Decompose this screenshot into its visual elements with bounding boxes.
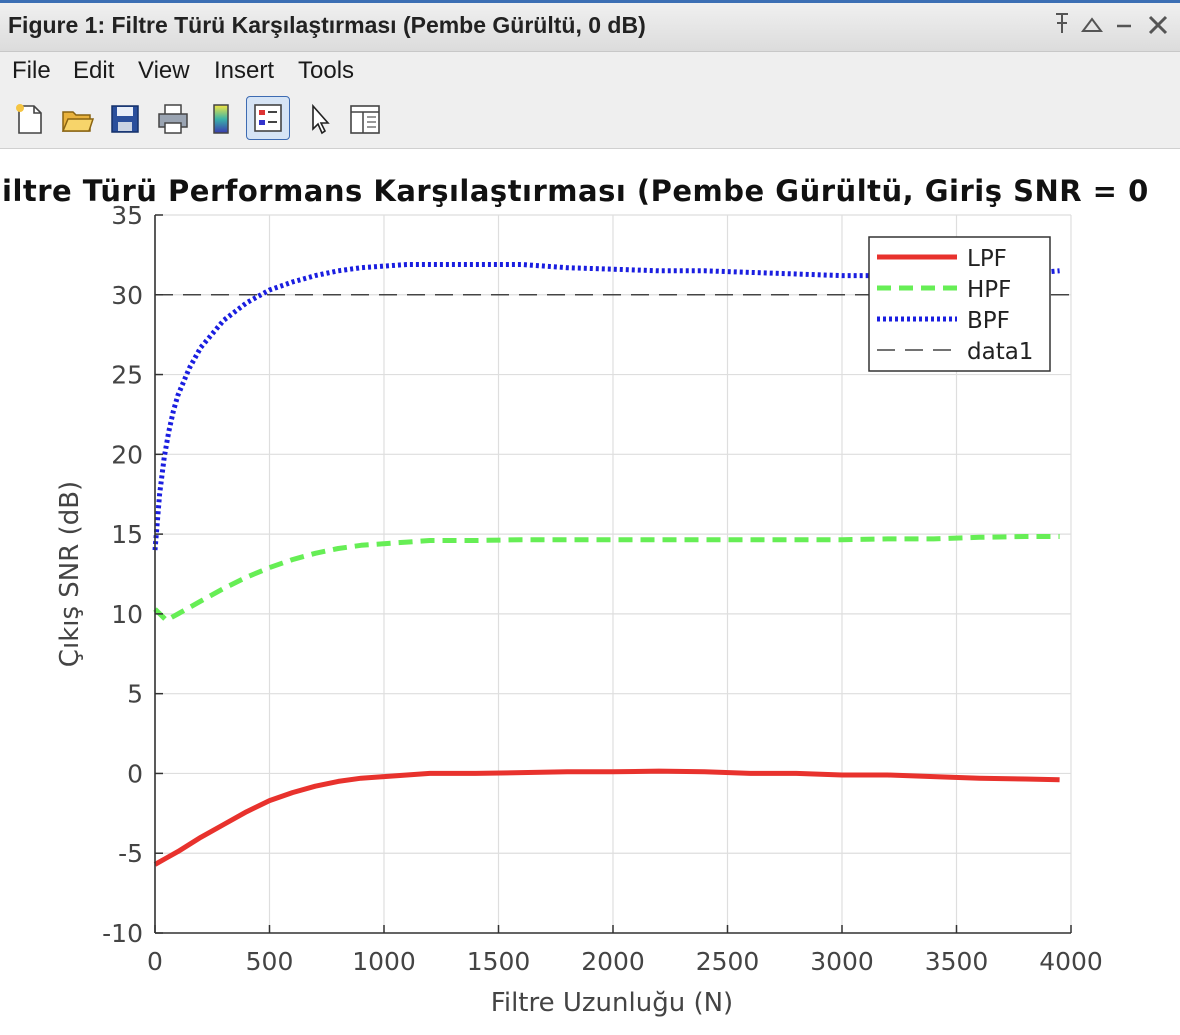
menu-view[interactable]: View: [138, 57, 190, 84]
x-axis-label: Filtre Uzunluğu (N): [491, 988, 733, 1018]
series-line-hpf: [153, 534, 1060, 623]
series-line-lpf: [153, 768, 1060, 867]
pointer-icon[interactable]: [304, 102, 338, 136]
new-figure-icon[interactable]: [12, 102, 46, 136]
x-tick-label: 1000: [352, 947, 416, 976]
line-chart: 0 500 1000 1500 2000 2500 3000 3500 4000 -10 -5 0 5 1…: [2, 174, 1149, 1018]
y-tick-label: 30: [111, 281, 143, 310]
x-tick-label: 500: [246, 947, 294, 976]
legend-label-hpf: HPF: [967, 277, 1011, 303]
figure-canvas: 0 500 1000 1500 2000 2500 3000 3500 4000 -10 -5 0 5 1…: [0, 149, 1180, 1030]
maximize-icon[interactable]: [1080, 11, 1104, 44]
menu-insert[interactable]: Insert: [214, 57, 275, 84]
axes: 0 500 1000 1500 2000 2500 3000 3500 4000 -10 -5 0 5 1…: [102, 201, 1103, 976]
y-tick-label: 20: [111, 440, 143, 469]
minimize-icon[interactable]: [1114, 11, 1134, 44]
open-folder-icon[interactable]: [60, 102, 95, 136]
y-tick-label: 10: [111, 600, 143, 629]
save-icon[interactable]: [108, 102, 142, 136]
x-tick-label: 0: [147, 947, 163, 976]
x-tick-label: 1500: [467, 947, 531, 976]
legend-label-bpf: BPF: [967, 308, 1010, 334]
y-tick-label: 35: [111, 201, 143, 230]
property-editor-icon[interactable]: [348, 102, 382, 136]
y-tick-label: 0: [127, 759, 143, 788]
x-tick-label: 2500: [696, 947, 760, 976]
close-icon[interactable]: [1146, 11, 1170, 44]
y-tick-label: -5: [118, 839, 143, 868]
window-title: Figure 1: Filtre Türü Karşılaştırması (P…: [8, 12, 646, 38]
pin-icon[interactable]: [1052, 11, 1072, 44]
x-tick-label: 3000: [810, 947, 874, 976]
menu-tools[interactable]: Tools: [298, 57, 355, 84]
legend[interactable]: LPF HPF BPF data1: [868, 236, 1051, 372]
legend-icon[interactable]: [246, 96, 290, 140]
window-titlebar: Figure 1: Filtre Türü Karşılaştırması (P…: [0, 0, 1180, 52]
x-tick-label: 3500: [925, 947, 989, 976]
legend-label-lpf: LPF: [967, 246, 1007, 272]
y-axis-label: Çıkış SNR (dB): [55, 481, 85, 667]
y-tick-label: 25: [111, 361, 143, 390]
menu-bar: File Edit View Insert Tools: [0, 52, 1180, 92]
toolbar: [0, 92, 1180, 149]
colorbar-icon[interactable]: [204, 102, 238, 136]
menu-edit[interactable]: Edit: [73, 57, 115, 84]
y-tick-label: 15: [111, 520, 143, 549]
legend-label-data1: data1: [967, 339, 1033, 365]
y-tick-label: 5: [127, 680, 143, 709]
x-tick-label: 2000: [581, 947, 645, 976]
x-tick-label: 4000: [1039, 947, 1103, 976]
print-icon[interactable]: [156, 102, 190, 136]
menu-file[interactable]: File: [12, 57, 51, 84]
y-tick-label: -10: [102, 919, 143, 948]
chart-title: iltre Türü Performans Karşılaştırması (P…: [2, 174, 1149, 208]
